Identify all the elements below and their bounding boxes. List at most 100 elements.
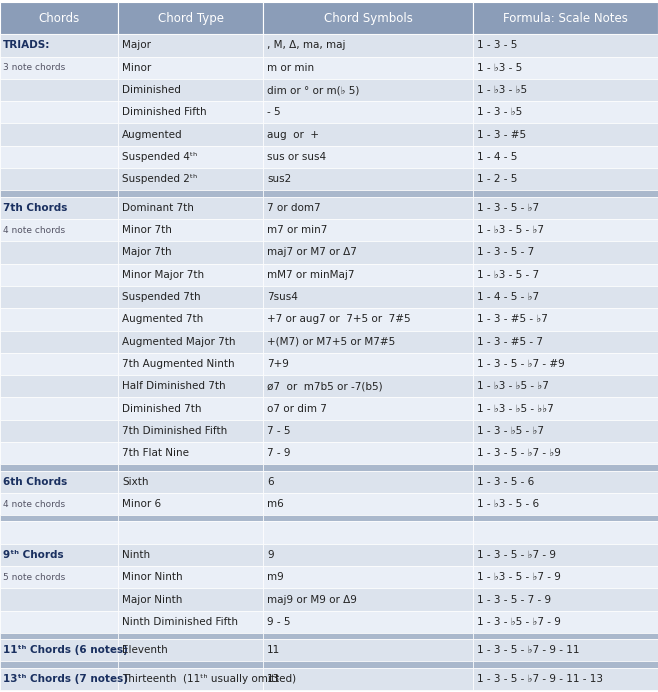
- Bar: [118, 544, 263, 566]
- Text: Chord Type: Chord Type: [157, 12, 224, 25]
- Text: Augmented: Augmented: [122, 129, 183, 140]
- Bar: [263, 566, 473, 588]
- Bar: [473, 588, 658, 610]
- Text: , M, Δ, ma, maj: , M, Δ, ma, maj: [267, 40, 345, 51]
- Bar: [263, 633, 473, 639]
- Bar: [0, 101, 118, 123]
- Text: Minor Ninth: Minor Ninth: [122, 572, 183, 582]
- Text: 6: 6: [267, 477, 274, 486]
- Bar: [263, 353, 473, 375]
- Bar: [0, 264, 118, 286]
- Text: 1 - ♭3 - 5 - ♭7 - 9: 1 - ♭3 - 5 - ♭7 - 9: [477, 572, 561, 582]
- Bar: [473, 123, 658, 146]
- Bar: [0, 610, 118, 633]
- Text: 1 - 3 - #5 - 7: 1 - 3 - #5 - 7: [477, 337, 543, 347]
- Bar: [118, 662, 263, 668]
- Text: 7th Chords: 7th Chords: [3, 203, 67, 212]
- Text: 1 - ♭3 - ♭5 - ♭♭7: 1 - ♭3 - ♭5 - ♭♭7: [477, 403, 554, 414]
- Text: 1 - 3 - 5 - ♭7 - #9: 1 - 3 - 5 - ♭7 - #9: [477, 359, 565, 369]
- Text: 1 - 3 - 5 - ♭7 - ♭9: 1 - 3 - 5 - ♭7 - ♭9: [477, 448, 561, 458]
- Text: 4 note chords: 4 note chords: [3, 226, 65, 235]
- Text: Major: Major: [122, 40, 151, 51]
- Bar: [263, 79, 473, 101]
- Text: 1 - 3 - 5 - ♭7 - 9 - 11: 1 - 3 - 5 - ♭7 - 9 - 11: [477, 646, 580, 655]
- Bar: [0, 308, 118, 331]
- Text: Ninth Diminished Fifth: Ninth Diminished Fifth: [122, 617, 238, 627]
- Bar: [263, 516, 473, 521]
- Text: 1 - ♭3 - 5 - 6: 1 - ♭3 - 5 - 6: [477, 499, 539, 509]
- Bar: [118, 516, 263, 521]
- Bar: [263, 57, 473, 79]
- Bar: [473, 57, 658, 79]
- Text: 3 note chords: 3 note chords: [3, 63, 65, 72]
- Bar: [118, 375, 263, 397]
- Text: o7 or dim 7: o7 or dim 7: [267, 403, 327, 414]
- Text: 4 note chords: 4 note chords: [3, 500, 65, 509]
- Bar: [263, 34, 473, 57]
- Text: ø7  or  m7b5 or -7(b5): ø7 or m7b5 or -7(b5): [267, 381, 382, 391]
- Text: 9 - 5: 9 - 5: [267, 617, 290, 627]
- Text: 7 - 5: 7 - 5: [267, 426, 290, 436]
- Text: 1 - ♭3 - 5 - ♭7: 1 - ♭3 - 5 - ♭7: [477, 225, 544, 235]
- Bar: [118, 442, 263, 464]
- Text: mM7 or minMaj7: mM7 or minMaj7: [267, 270, 355, 280]
- Text: 1 - 4 - 5: 1 - 4 - 5: [477, 152, 517, 162]
- Bar: [0, 286, 118, 308]
- Bar: [473, 662, 658, 668]
- Text: 1 - 2 - 5: 1 - 2 - 5: [477, 174, 517, 184]
- Text: 1 - 3 - 5 - 7: 1 - 3 - 5 - 7: [477, 248, 534, 257]
- Bar: [0, 123, 118, 146]
- Text: Minor 7th: Minor 7th: [122, 225, 172, 235]
- Bar: [118, 168, 263, 190]
- Text: Diminished 7th: Diminished 7th: [122, 403, 201, 414]
- Bar: [118, 471, 263, 493]
- Bar: [118, 353, 263, 375]
- Bar: [263, 610, 473, 633]
- Bar: [0, 442, 118, 464]
- Bar: [263, 544, 473, 566]
- Bar: [118, 146, 263, 168]
- Bar: [473, 101, 658, 123]
- Bar: [118, 566, 263, 588]
- Text: Dominant 7th: Dominant 7th: [122, 203, 194, 212]
- Bar: [473, 521, 658, 544]
- Bar: [263, 471, 473, 493]
- Bar: [0, 2, 118, 34]
- Bar: [0, 242, 118, 264]
- Text: Minor: Minor: [122, 63, 151, 73]
- Bar: [118, 57, 263, 79]
- Bar: [263, 197, 473, 219]
- Bar: [473, 146, 658, 168]
- Bar: [263, 168, 473, 190]
- Bar: [118, 286, 263, 308]
- Bar: [118, 197, 263, 219]
- Bar: [473, 190, 658, 197]
- Text: 6th Chords: 6th Chords: [3, 477, 67, 486]
- Bar: [0, 566, 118, 588]
- Bar: [263, 464, 473, 471]
- Bar: [263, 123, 473, 146]
- Text: Major Ninth: Major Ninth: [122, 594, 182, 605]
- Bar: [0, 493, 118, 516]
- Bar: [0, 79, 118, 101]
- Text: 13ᵗʰ Chords (7 notes): 13ᵗʰ Chords (7 notes): [3, 674, 128, 684]
- Bar: [0, 375, 118, 397]
- Bar: [118, 2, 263, 34]
- Bar: [0, 168, 118, 190]
- Bar: [0, 471, 118, 493]
- Bar: [263, 420, 473, 442]
- Bar: [263, 639, 473, 662]
- Bar: [118, 79, 263, 101]
- Text: 1 - 3 - 5 - 7 - 9: 1 - 3 - 5 - 7 - 9: [477, 594, 551, 605]
- Text: Major 7th: Major 7th: [122, 248, 172, 257]
- Text: 1 - 3 - ♭5 - ♭7: 1 - 3 - ♭5 - ♭7: [477, 426, 544, 436]
- Bar: [473, 331, 658, 353]
- Bar: [473, 639, 658, 662]
- Bar: [0, 57, 118, 79]
- Bar: [473, 197, 658, 219]
- Text: Diminished: Diminished: [122, 85, 181, 95]
- Text: m6: m6: [267, 499, 284, 509]
- Text: 1 - ♭3 - 5 - 7: 1 - ♭3 - 5 - 7: [477, 270, 539, 280]
- Text: sus2: sus2: [267, 174, 291, 184]
- Bar: [473, 493, 658, 516]
